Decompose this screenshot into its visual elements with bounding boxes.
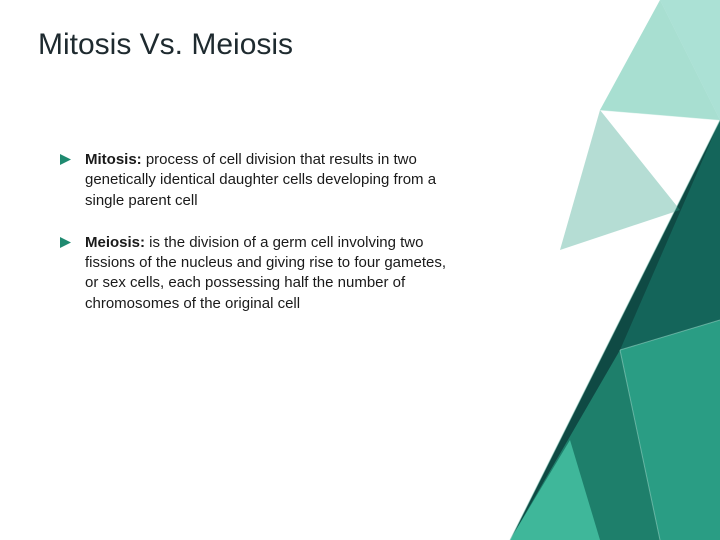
slide-title: Mitosis Vs. Meiosis <box>38 28 293 62</box>
bullet-term: Meiosis: <box>85 234 145 251</box>
bullet-list: Mitosis: process of cell division that r… <box>60 150 450 336</box>
arrow-icon <box>60 154 71 165</box>
list-item: Meiosis: is the division of a germ cell … <box>60 233 450 314</box>
bullet-text: Meiosis: is the division of a germ cell … <box>85 233 450 314</box>
slide: Mitosis Vs. Meiosis Mitosis: process of … <box>0 0 720 540</box>
bullet-text: Mitosis: process of cell division that r… <box>85 150 450 211</box>
bullet-term: Mitosis: <box>85 151 142 168</box>
arrow-icon <box>60 237 71 248</box>
list-item: Mitosis: process of cell division that r… <box>60 150 450 211</box>
